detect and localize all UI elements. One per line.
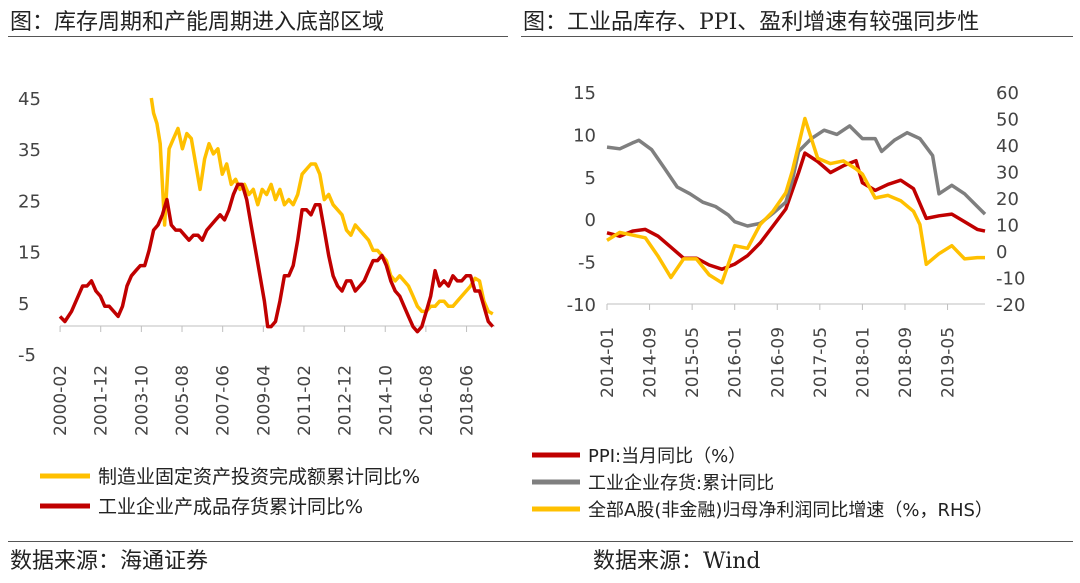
left-y-tick-label: 25 — [18, 191, 41, 212]
left-x-tick-label: 2000-02 — [51, 365, 71, 436]
right-y-left-tick-label: -5 — [578, 253, 596, 274]
left-x-tick-label: 2005-08 — [173, 365, 193, 436]
left-legend-label: 制造业固定资产投资完成额累计同比% — [98, 466, 420, 488]
right-y-right-tick-label: 50 — [996, 110, 1019, 131]
left-y-tick-label: 5 — [18, 294, 29, 315]
left-chart-title: 图：库存周期和产能周期进入底部区域 — [10, 10, 385, 35]
bottom-rule — [8, 541, 1073, 542]
right-x-tick-label: 2018-09 — [896, 327, 916, 398]
right-x-tick-label: 2016-01 — [726, 327, 746, 398]
left-y-tick-label: -5 — [18, 345, 36, 366]
left-x-tick-label: 2018-06 — [458, 365, 478, 436]
left-chart: 45 35 25 15 5 -5 2000-02 2001-12 2003-10 2005-08 2… — [18, 89, 495, 518]
left-x-tick-label: 2007-06 — [214, 365, 234, 436]
right-x-tick-label: 2015-05 — [683, 327, 703, 398]
left-source: 数据来源：海通证券 — [10, 549, 209, 574]
right-y-right-tick-label: 10 — [996, 216, 1019, 237]
right-y-left-tick-label: 10 — [573, 125, 596, 146]
left-y-tick-label: 15 — [18, 243, 41, 264]
left-x-tick-label: 2003-10 — [132, 365, 152, 436]
right-y-right-tick-label: -20 — [996, 295, 1025, 316]
right-x-tick-label: 2016-09 — [768, 327, 788, 398]
left-x-tick-label: 2016-08 — [417, 365, 437, 436]
right-y-right-tick-label: 0 — [996, 242, 1007, 263]
left-series-line-capex — [149, 97, 494, 316]
right-series-line-ppi — [606, 151, 986, 271]
right-legend-label: 工业企业存货:累计同比 — [588, 473, 774, 494]
right-x-tick-label: 2014-01 — [598, 327, 618, 398]
left-series-line-inventory — [58, 182, 495, 334]
left-x-tick-label: 2012-12 — [336, 365, 356, 436]
left-y-tick-label: 35 — [18, 140, 41, 161]
right-title-rule — [521, 36, 1073, 37]
right-y-right-tick-label: 30 — [996, 163, 1019, 184]
left-y-tick-label: 45 — [18, 89, 41, 110]
right-y-left-tick-label: 5 — [585, 168, 596, 189]
right-y-left-tick-label: 15 — [573, 83, 596, 104]
right-x-tick-label: 2018-01 — [853, 327, 873, 398]
right-y-right-tick-label: 20 — [996, 189, 1019, 210]
right-source: 数据来源：Wind — [593, 549, 761, 574]
left-x-tick-label: 2001-12 — [92, 365, 112, 436]
right-y-right-tick-label: 40 — [996, 136, 1019, 157]
right-series-line-inventory — [606, 124, 987, 228]
left-title-rule — [8, 36, 508, 37]
left-x-tick-label: 2009-04 — [254, 365, 274, 436]
right-y-left-tick-label: 0 — [585, 210, 596, 231]
right-legend-label: PPI:当月同比（%） — [588, 446, 746, 467]
right-series-line-profit — [606, 116, 985, 285]
right-y-left-tick-label: -10 — [567, 295, 596, 316]
left-x-tick-label: 2011-02 — [295, 365, 315, 436]
right-x-tick-label: 2019-05 — [939, 327, 959, 398]
right-legend-label: 全部A股(非金融)归母净利润同比增速（%，RHS） — [588, 500, 993, 521]
right-x-tick-label: 2017-05 — [811, 327, 831, 398]
left-legend-label: 工业企业产成品存货累计同比% — [98, 496, 363, 518]
left-x-tick-label: 2014-10 — [376, 365, 396, 436]
right-y-right-tick-label: -10 — [996, 269, 1025, 290]
right-y-right-tick-label: 60 — [996, 83, 1019, 104]
right-x-tick-label: 2014-09 — [641, 327, 661, 398]
right-chart-title: 图：工业品库存、PPI、盈利增速有较强同步性 — [523, 10, 980, 35]
